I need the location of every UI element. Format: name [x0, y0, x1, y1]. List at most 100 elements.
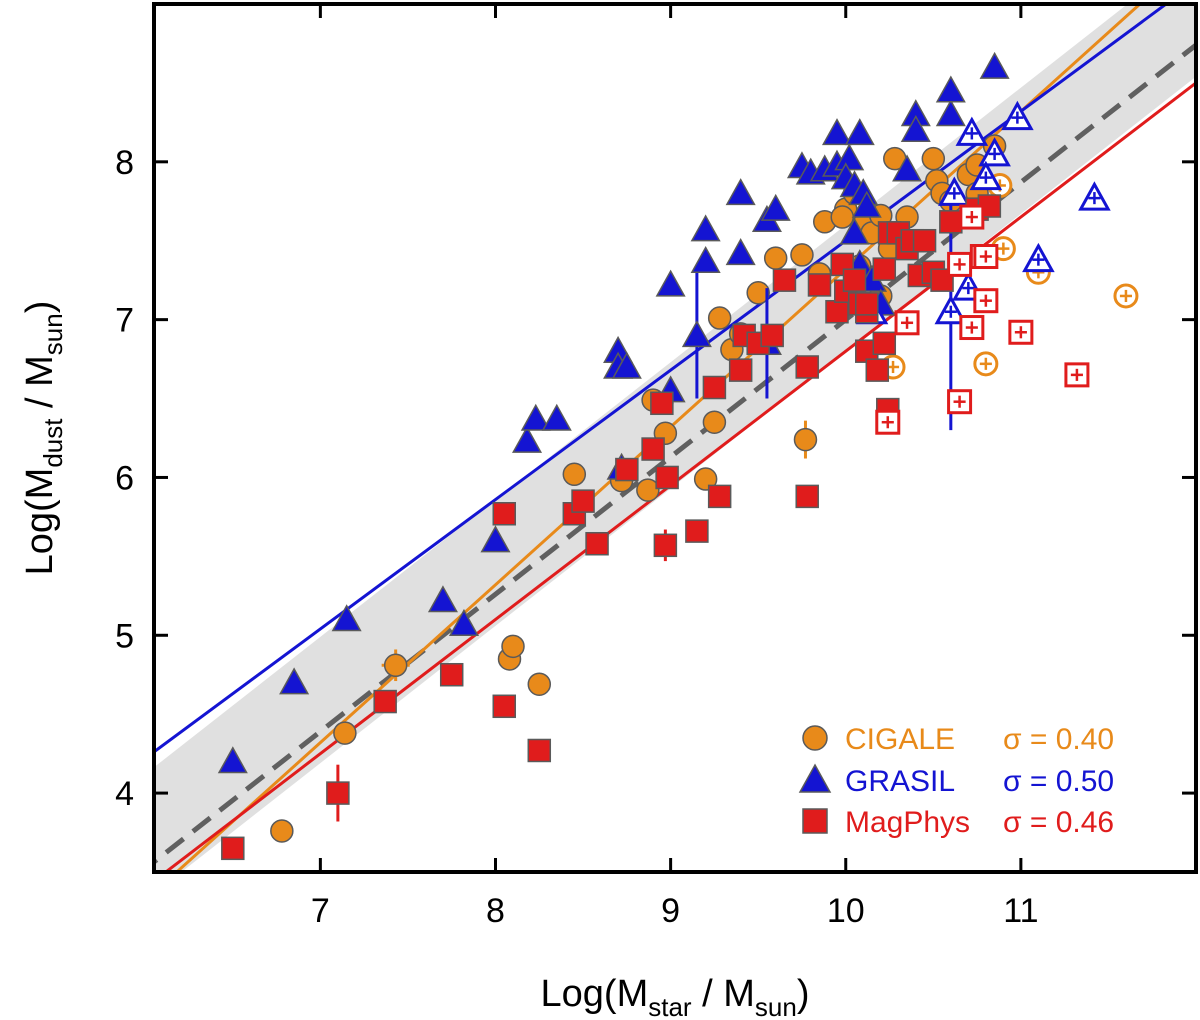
- point-grasil: [851, 190, 882, 218]
- point-grasil: [844, 118, 875, 146]
- point-magphys: [585, 531, 609, 556]
- point-magphys: [795, 484, 819, 509]
- legend-label-grasil: GRASIL: [845, 765, 955, 798]
- x-axis-title: Log(Mstar / Msun): [541, 973, 810, 1020]
- point-magphys: [326, 781, 350, 805]
- point-grasil: [690, 214, 721, 242]
- legend: CIGALE σ = 0.40 GRASIL σ = 0.50 MagPhys σ = 0…: [798, 723, 1114, 839]
- legend-sigma-grasil: σ = 0.50: [1003, 765, 1114, 798]
- y-tick-label: 8: [115, 144, 134, 182]
- point-cigale: [333, 721, 357, 745]
- point-grasil: [520, 403, 551, 431]
- y-tick-label: 7: [115, 302, 134, 340]
- point-magphys: [772, 268, 797, 292]
- point-cigale: [562, 462, 587, 487]
- point-grasil: [935, 75, 966, 103]
- point-grasil: [892, 154, 923, 182]
- point-magphys: [865, 358, 890, 382]
- point-magphys: [872, 257, 897, 281]
- y-tick-label: 5: [115, 617, 134, 655]
- y-tick-label: 6: [115, 459, 134, 497]
- point-magphys: [527, 738, 552, 763]
- point-grasil: [821, 118, 853, 146]
- point-grasil: [935, 99, 966, 127]
- axis-ticks: 7 8 9 10 11 4 5 6 7 8: [115, 4, 1196, 930]
- point-cigale: [790, 243, 814, 267]
- legend-marker-magphys: [802, 808, 828, 834]
- point-cigale: [636, 478, 660, 502]
- point-cigale: [763, 246, 788, 270]
- x-tick-label: 9: [661, 892, 680, 930]
- point-grasil: [725, 238, 756, 266]
- point-magphys: [641, 437, 665, 461]
- point-magphys: [221, 836, 245, 861]
- point-grasil: [690, 245, 721, 273]
- x-tick-label: 7: [311, 892, 330, 930]
- point-grasil: [725, 178, 756, 206]
- point-magphys: [728, 358, 753, 382]
- point-grasil: [448, 608, 479, 636]
- point-magphys: [939, 210, 963, 234]
- point-grasil: [681, 320, 712, 348]
- point-magphys: [855, 292, 879, 316]
- legend-sigma-magphys: σ = 0.46: [1003, 806, 1114, 839]
- point-grasil: [655, 269, 686, 297]
- point-grasil: [611, 351, 642, 379]
- point-cigale: [921, 146, 946, 171]
- point-cigale: [746, 281, 770, 305]
- point-magphys: [872, 331, 897, 356]
- point-magphys: [655, 465, 679, 490]
- point-grasil: [217, 746, 248, 774]
- point-magphys: [707, 484, 732, 509]
- x-tick-label: 11: [1003, 892, 1038, 930]
- point-cigale: [793, 427, 818, 452]
- point-magphys: [615, 457, 639, 482]
- y-axis-title: Log(Mdust / Msun): [19, 301, 68, 576]
- point-magphys: [492, 502, 517, 526]
- y-tick-label: 4: [115, 775, 134, 813]
- point-magphys: [650, 391, 674, 416]
- point-magphys: [653, 533, 678, 558]
- point-cigale: [383, 653, 408, 678]
- point-grasil: [279, 667, 310, 695]
- legend-marker-grasil: [798, 763, 832, 793]
- point-magphys: [760, 323, 784, 348]
- point-magphys: [702, 375, 727, 400]
- plot-frame: [152, 2, 1198, 874]
- fit-line-grasil: [154, 4, 1169, 754]
- point-magphys: [795, 355, 819, 379]
- point-cigale: [527, 672, 552, 696]
- point-grasil: [480, 525, 511, 553]
- point-grasil: [427, 585, 458, 613]
- point-magphys: [492, 694, 517, 719]
- point-cigale: [707, 306, 732, 330]
- point-grasil: [331, 604, 362, 632]
- data-points: [217, 51, 1139, 861]
- point-magphys: [825, 299, 849, 324]
- point-magphys: [685, 519, 709, 543]
- point-grasil: [541, 403, 572, 431]
- point-cigale: [693, 467, 718, 491]
- point-magphys: [807, 273, 832, 297]
- point-cigale: [501, 634, 525, 659]
- point-grasil: [760, 193, 791, 221]
- legend-sigma-cigale: σ = 0.40: [1003, 723, 1114, 756]
- point-cigale: [270, 819, 294, 843]
- x-tick-label: 8: [486, 892, 505, 930]
- point-magphys: [912, 228, 937, 253]
- legend-label-magphys: MagPhys: [845, 806, 970, 839]
- point-grasil: [900, 114, 931, 143]
- legend-label-cigale: CIGALE: [845, 723, 955, 756]
- point-magphys: [842, 268, 867, 292]
- point-cigale: [702, 410, 727, 434]
- legend-marker-cigale: [802, 725, 828, 751]
- reference-dashed-line: [154, 41, 1196, 866]
- point-grasil: [979, 51, 1010, 79]
- point-grasil: [839, 217, 870, 245]
- point-grasil: [511, 425, 543, 453]
- point-magphys: [373, 689, 397, 714]
- point-cigale: [830, 205, 854, 229]
- x-tick-label: 10: [827, 892, 865, 930]
